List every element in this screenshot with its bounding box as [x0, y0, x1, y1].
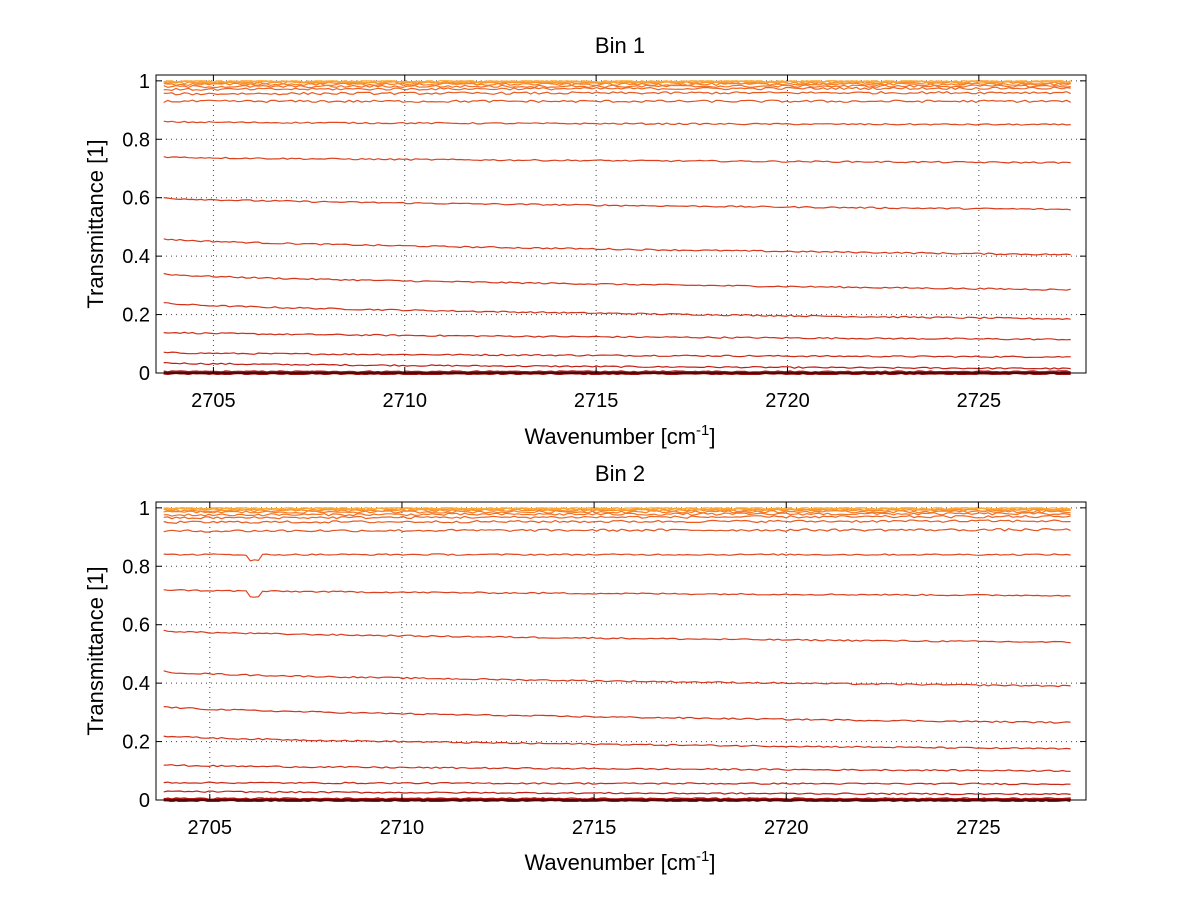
transmittance-line-11 — [163, 99, 1071, 104]
y-tick-label: 1 — [139, 71, 150, 93]
y-tick-label: 0 — [139, 790, 150, 812]
y-axis-label: Transmittance [1] — [83, 139, 108, 308]
transmittance-line-10 — [163, 553, 1071, 562]
transmittance-line-14 — [163, 511, 1071, 517]
y-axis-label: Transmittance [1] — [83, 566, 108, 735]
x-tick-label: 2720 — [764, 817, 809, 839]
subplot-bin-2: Bin 2 2705 2710 2715 2720 2725 0 0.2 0.4 0.6 0.8 1… — [83, 461, 1087, 875]
transmittance-line-7 — [163, 238, 1071, 256]
transmittance-line-4 — [163, 764, 1071, 773]
subplot-bin-1: Bin 1 2705 2710 2715 2720 2725 0 0.2 0.4 0.6 0.8 1… — [83, 33, 1087, 449]
x-tick-label: 2705 — [188, 817, 233, 839]
transmittance-line-3 — [163, 781, 1071, 786]
transmittance-line-7 — [163, 670, 1071, 688]
transmittance-line-2 — [163, 362, 1071, 370]
x-axis-label-superscript: -1 — [696, 422, 709, 439]
transmittance-line-9 — [163, 156, 1071, 164]
transmittance-line-9 — [163, 588, 1071, 598]
y-tick-label: 0.6 — [122, 615, 150, 637]
x-tick-label: 2715 — [572, 817, 617, 839]
transmittance-line-1 — [163, 370, 1071, 373]
transmittance-line-12 — [163, 90, 1071, 96]
x-tick-label: 2705 — [191, 390, 236, 412]
transmittance-line-3 — [163, 351, 1071, 359]
x-axis-label-text: Wavenumber [cm — [524, 850, 696, 875]
transmittance-line-6 — [163, 272, 1071, 291]
y-tick-label: 0.8 — [122, 129, 150, 151]
transmittance-line-12 — [163, 519, 1071, 525]
axes-frame — [155, 501, 1087, 801]
transmittance-line-5 — [163, 302, 1071, 321]
transmittance-line-15 — [163, 509, 1071, 514]
transmittance-line-8 — [163, 629, 1071, 644]
y-tick-label: 0.2 — [122, 305, 150, 327]
transmittance-line-6 — [163, 706, 1071, 724]
x-tick-label: 2725 — [957, 390, 1002, 412]
x-axis-label-end: ] — [709, 424, 715, 449]
x-axis-label: Wavenumber [cm-1] — [524, 422, 715, 449]
x-tick-label: 2710 — [383, 390, 428, 412]
y-tick-label: 0.2 — [122, 732, 150, 754]
plot-title: Bin 2 — [595, 461, 645, 486]
x-tick-label: 2715 — [574, 390, 619, 412]
transmittance-line-13 — [163, 514, 1071, 520]
transmittance-line-1 — [163, 797, 1071, 800]
x-tick-label: 2725 — [956, 817, 1001, 839]
y-tick-label: 1 — [139, 498, 150, 520]
transmittance-line-5 — [163, 735, 1071, 750]
y-tick-label: 0.6 — [122, 188, 150, 210]
transmittance-line-19 — [163, 507, 1071, 510]
x-axis-label: Wavenumber [cm-1] — [524, 848, 715, 875]
x-axis-label-text: Wavenumber [cm — [524, 424, 696, 449]
transmittance-line-2 — [163, 790, 1071, 796]
y-tick-label: 0 — [139, 363, 150, 385]
transmittance-line-19 — [163, 80, 1071, 83]
y-tick-label: 0.4 — [122, 673, 150, 695]
axes-frame — [155, 74, 1087, 374]
transmittance-line-4 — [163, 331, 1071, 341]
plot-title: Bin 1 — [595, 33, 645, 58]
x-tick-label: 2710 — [380, 817, 425, 839]
x-axis-label-end: ] — [709, 850, 715, 875]
transmittance-line-11 — [163, 527, 1071, 533]
y-tick-label: 0.8 — [122, 556, 150, 578]
x-tick-label: 2720 — [765, 390, 810, 412]
transmittance-line-8 — [163, 197, 1071, 211]
y-tick-label: 0.4 — [122, 246, 150, 268]
transmittance-line-13 — [163, 86, 1071, 92]
transmittance-line-10 — [163, 120, 1071, 126]
transmittance-line-15 — [163, 82, 1071, 87]
x-axis-label-superscript: -1 — [696, 848, 709, 865]
